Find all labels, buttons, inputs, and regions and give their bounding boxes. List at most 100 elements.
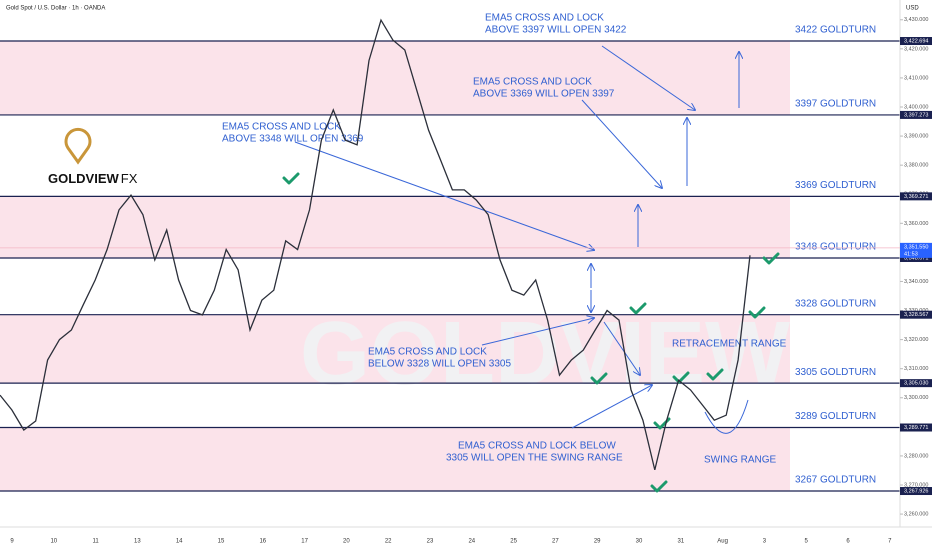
zone: [0, 427, 790, 492]
level-label: 3348 GOLDTURN: [795, 242, 876, 253]
x-tick-label: 17: [301, 539, 308, 545]
y-tick-label: 3,340.000: [904, 279, 928, 285]
annotation: EMA5 CROSS AND LOCK: [473, 77, 592, 88]
x-tick-label: 16: [259, 539, 266, 545]
y-tick-label: 3,430.000: [904, 17, 928, 23]
watermark: GOLDVIEW: [300, 304, 790, 404]
check: [282, 172, 300, 185]
x-tick-label: 10: [50, 539, 57, 545]
swing-curve: [704, 399, 749, 434]
y-tick-label: 3,300.000: [904, 395, 928, 401]
annotation: EMA5 CROSS AND LOCK: [222, 122, 341, 133]
level-label: 3267 GOLDTURN: [795, 475, 876, 486]
level-price: 3,328.567: [904, 312, 928, 318]
annotation: ABOVE 3348 WILL OPEN 3369: [222, 134, 364, 145]
y-tick-label: 3,410.000: [904, 75, 928, 81]
range-label: RETRACEMENT RANGE: [672, 339, 787, 350]
level-price: 3,369.271: [904, 194, 928, 200]
check: [590, 372, 608, 385]
arrow: [601, 45, 695, 110]
x-tick-label: 24: [468, 539, 475, 545]
x-tick-label: 31: [677, 539, 684, 545]
level-label: 3305 GOLDTURN: [795, 367, 876, 378]
zone: [0, 196, 790, 258]
logo: GOLDVIEW FX: [48, 127, 138, 186]
y-tick-label: 3,390.000: [904, 134, 928, 140]
check: [650, 480, 668, 493]
x-tick-label: 5: [805, 539, 809, 545]
logo-icon: [64, 127, 92, 165]
check: [762, 252, 780, 265]
arrow: [581, 99, 662, 188]
current-box: [900, 242, 932, 258]
brand-main: GOLDVIEW: [48, 171, 120, 186]
level-price-box: [900, 423, 932, 432]
bands: [0, 41, 790, 492]
level-label: 3289 GOLDTURN: [795, 411, 876, 422]
x-tick-label: 25: [510, 539, 517, 545]
arrow: [603, 321, 640, 375]
x-tick-label: 27: [552, 539, 559, 545]
level-label: 3422 GOLDTURN: [795, 25, 876, 36]
x-tick-label: Aug: [717, 539, 728, 545]
annotation: EMA5 CROSS AND LOCK: [485, 13, 604, 24]
annotation: ABOVE 3369 WILL OPEN 3397: [473, 89, 615, 100]
check: [629, 302, 647, 315]
arrows: [294, 45, 749, 434]
x-tick-label: 9: [10, 539, 14, 545]
x-tick-label: 14: [176, 539, 183, 545]
level-price-box: [900, 379, 932, 388]
x-tick-label: 13: [134, 539, 141, 545]
x-tick-label: 15: [218, 539, 225, 545]
x-tick-label: 20: [343, 539, 350, 545]
brand-suffix: FX: [121, 171, 138, 186]
x-tick-label: 11: [92, 539, 99, 545]
x-tick-label: 23: [427, 539, 434, 545]
check: [706, 368, 724, 381]
x-tick-label: 3: [763, 539, 767, 545]
check: [672, 371, 690, 384]
level-price-box: [900, 110, 932, 119]
arrow: [481, 318, 594, 346]
y-tick-label: 3,280.000: [904, 453, 928, 459]
level-price: 3,305.030: [904, 381, 928, 387]
level-price-box: [900, 192, 932, 201]
y-tick-label: 3,310.000: [904, 366, 928, 372]
level-price-box: [900, 310, 932, 319]
y-tick-label: 3,400.000: [904, 104, 928, 110]
x-tick-label: 22: [385, 539, 392, 545]
level-price-box: [900, 253, 932, 262]
brand: GOLDVIEW FX: [48, 171, 138, 186]
y-tick-label: 3,360.000: [904, 221, 928, 227]
zone: [0, 41, 790, 115]
x-tick-label: 30: [636, 539, 643, 545]
y-tick-label: 3,420.000: [904, 46, 928, 52]
checkmarks: [282, 172, 780, 493]
x-tick-label: 29: [594, 539, 601, 545]
level-price: 3,348.071: [904, 255, 928, 261]
level-price: 3,289.771: [904, 425, 928, 431]
arrow: [571, 385, 652, 429]
y-tick-label: 3,260.000: [904, 512, 928, 518]
annotation: BELOW 3328 WILL OPEN 3305: [368, 359, 511, 370]
currency: USD: [906, 6, 919, 12]
y-tick-label: 3,320.000: [904, 337, 928, 343]
y-tick-label: 3,270.000: [904, 482, 928, 488]
x-tick-label: 7: [888, 539, 892, 545]
level-label: 3328 GOLDTURN: [795, 298, 876, 309]
check: [748, 306, 766, 319]
symbol: Gold Spot / U.S. Dollar · 1h · OANDA: [6, 6, 105, 12]
level-label: 3369 GOLDTURN: [795, 180, 876, 191]
level-price-box: [900, 37, 932, 46]
level-price: 3,267.926: [904, 488, 928, 494]
annotation: ABOVE 3397 WILL OPEN 3422: [485, 25, 627, 36]
level-label: 3397 GOLDTURN: [795, 99, 876, 110]
range-label: SWING RANGE: [704, 455, 777, 466]
current-timer: 41:53: [904, 251, 918, 257]
x-tick-label: 6: [846, 539, 850, 545]
arrow: [294, 141, 594, 250]
level-price-box: [900, 487, 932, 496]
annotation: 3305 WILL OPEN THE SWING RANGE: [446, 453, 623, 464]
level-price: 3,397.273: [904, 112, 928, 118]
